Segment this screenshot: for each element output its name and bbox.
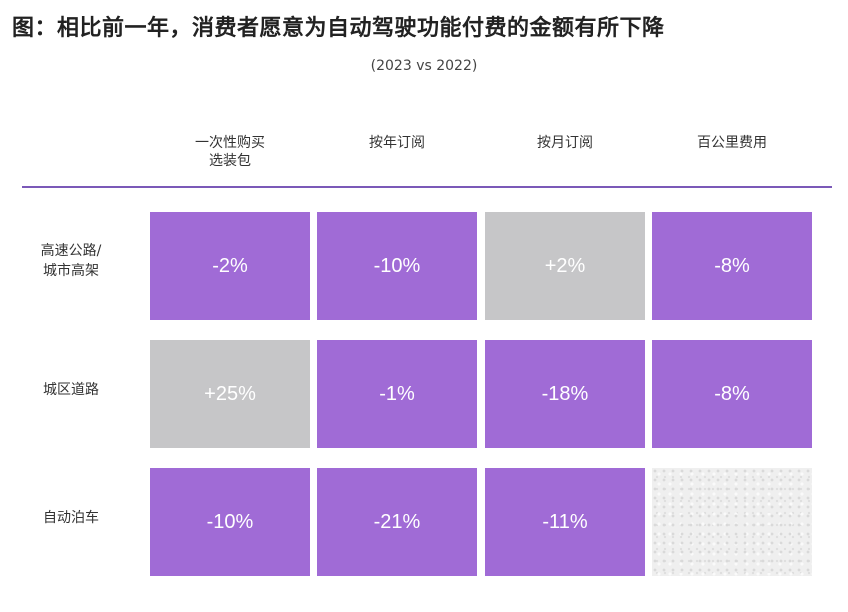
value-label: -1% — [379, 382, 415, 405]
row-label: 城区道路 — [12, 380, 130, 400]
value-label: -21% — [373, 510, 421, 533]
row-label: 自动泊车 — [12, 508, 130, 528]
chart-title: 图：相比前一年，消费者愿意为自动驾驶功能付费的金额有所下降 — [12, 16, 665, 41]
row-label-line: 城市高架 — [43, 263, 99, 279]
row-label-line: 城区道路 — [43, 382, 99, 398]
column-header-line: 按月订阅 — [537, 135, 593, 151]
value-label: -10% — [206, 510, 254, 533]
value-cell: -8% — [652, 340, 812, 448]
column-header-line: 百公里费用 — [697, 135, 767, 151]
value-label: -10% — [373, 254, 421, 277]
value-label: +25% — [204, 382, 256, 405]
column-header: 按月订阅 — [485, 134, 645, 152]
column-header: 一次性购买 选装包 — [150, 134, 310, 170]
value-label: -18% — [541, 382, 589, 405]
value-cell: -18% — [485, 340, 645, 448]
value-cell: -8% — [652, 212, 812, 320]
chart-subtitle: (2023 vs 2022) — [370, 58, 478, 74]
row-label: 高速公路/城市高架 — [12, 241, 130, 281]
header-divider — [22, 186, 832, 188]
value-cell: -2% — [150, 212, 310, 320]
value-cell: -11% — [485, 468, 645, 576]
value-cell: +2% — [485, 212, 645, 320]
value-label: -8% — [714, 254, 750, 277]
value-label: -2% — [212, 254, 248, 277]
column-header: 按年订阅 — [317, 134, 477, 152]
value-label: -8% — [714, 382, 750, 405]
column-header-line: 选装包 — [209, 153, 251, 169]
value-cell — [652, 468, 812, 576]
row-label-line: 自动泊车 — [43, 510, 99, 526]
value-cell: -10% — [317, 212, 477, 320]
value-cell: +25% — [150, 340, 310, 448]
value-cell: -10% — [150, 468, 310, 576]
value-cell: -1% — [317, 340, 477, 448]
value-label: -11% — [542, 510, 588, 533]
row-label-line: 高速公路/ — [40, 243, 102, 259]
column-header: 百公里费用 — [652, 134, 812, 152]
value-label: +2% — [544, 254, 586, 277]
column-header-line: 按年订阅 — [369, 135, 425, 151]
column-header-line: 一次性购买 — [195, 135, 265, 151]
value-cell: -21% — [317, 468, 477, 576]
